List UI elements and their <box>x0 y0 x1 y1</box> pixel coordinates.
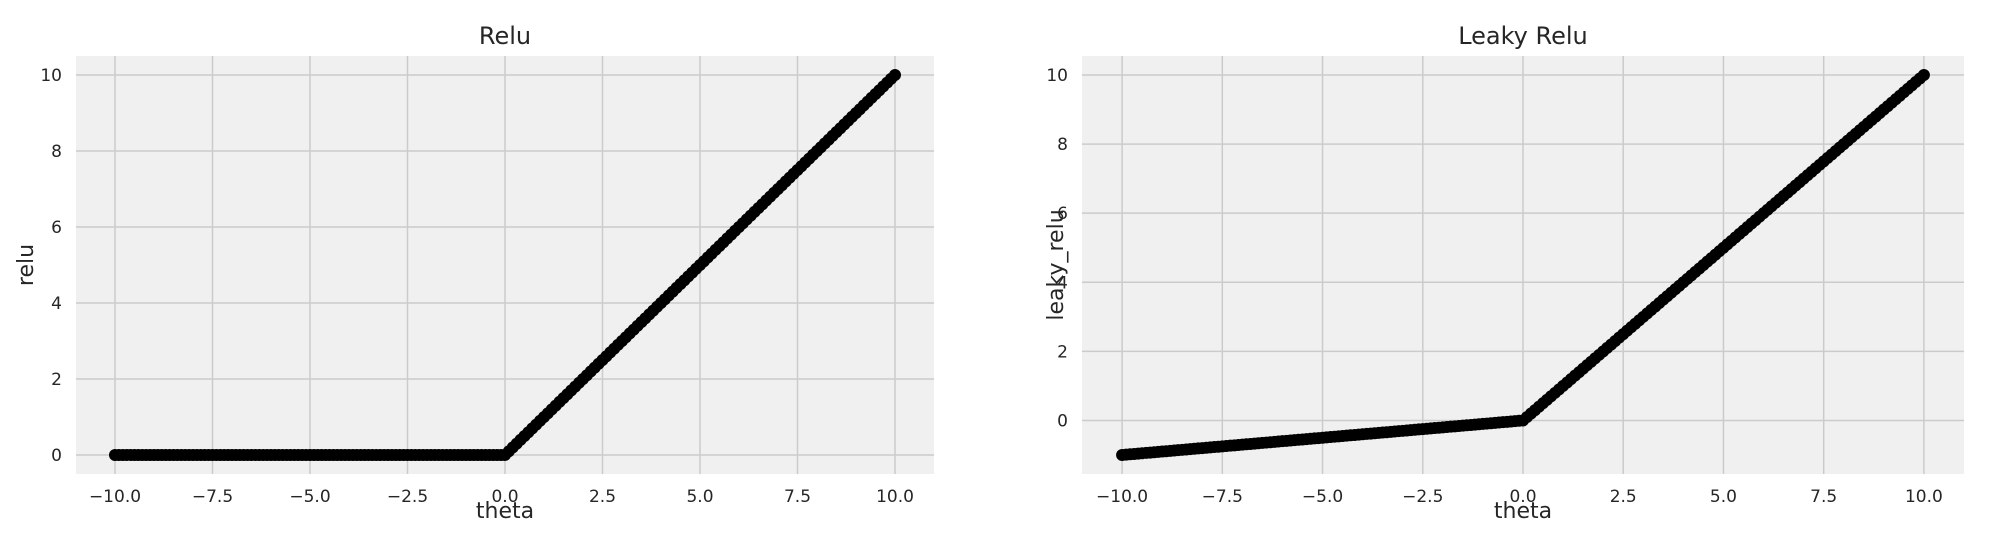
y-tick-labels: 0 2 4 6 8 10 <box>1046 66 1068 431</box>
x-tick-label: 2.5 <box>589 487 616 507</box>
x-tick-label: −10.0 <box>89 487 141 507</box>
x-tick-label: 2.5 <box>1610 487 1637 507</box>
y-tick-label: 6 <box>51 218 62 238</box>
chart-title: Leaky Relu <box>1458 22 1588 50</box>
x-tick-label: 5.0 <box>686 487 713 507</box>
data-point <box>1917 69 1930 81</box>
y-tick-label: 2 <box>1057 342 1068 362</box>
x-tick-label: −5.0 <box>289 487 330 507</box>
x-tick-label: 10.0 <box>1905 487 1943 507</box>
y-tick-label: 10 <box>1046 66 1068 86</box>
data-points <box>1116 69 1930 461</box>
x-tick-label: −5.0 <box>1302 487 1343 507</box>
grid-lines <box>1082 56 1964 474</box>
x-tick-label: 10.0 <box>876 487 914 507</box>
x-tick-label: −10.0 <box>1096 487 1148 507</box>
y-tick-label: 2 <box>51 370 62 390</box>
y-axis-label: leaky_relu <box>1044 209 1069 320</box>
y-tick-label: 8 <box>51 142 62 162</box>
y-tick-labels: 0 2 4 6 8 10 <box>40 66 62 466</box>
y-tick-label: 4 <box>1057 273 1068 293</box>
leaky-relu-chart: −10.0 −7.5 −5.0 −2.5 0.0 2.5 5.0 7.5 10.0 0 2 4 6 8 1… <box>1044 22 1964 524</box>
relu-chart: −10.0 −7.5 −5.0 −2.5 0.0 2.5 5.0 7.5 10.0 0 2 4 6 8 1… <box>14 22 934 524</box>
chart-title: Relu <box>479 22 531 50</box>
x-axis-label: theta <box>476 499 534 524</box>
x-tick-label: −7.5 <box>1202 487 1243 507</box>
data-point <box>889 69 901 81</box>
x-axis-label: theta <box>1494 499 1552 524</box>
y-axis-label: relu <box>14 244 39 286</box>
y-tick-label: 0 <box>51 446 62 466</box>
x-tick-label: 0.0 <box>491 487 518 507</box>
y-tick-label: 0 <box>1057 411 1068 431</box>
y-tick-label: 10 <box>40 66 62 86</box>
x-tick-label: 0.0 <box>1509 487 1536 507</box>
y-tick-label: 6 <box>1057 204 1068 224</box>
data-points <box>109 69 901 461</box>
x-tick-label: −2.5 <box>387 487 428 507</box>
x-tick-label: −7.5 <box>192 487 233 507</box>
y-tick-label: 8 <box>1057 135 1068 155</box>
x-tick-label: 7.5 <box>784 487 811 507</box>
y-tick-label: 4 <box>51 294 62 314</box>
x-tick-label: 7.5 <box>1810 487 1837 507</box>
x-tick-labels: −10.0 −7.5 −5.0 −2.5 0.0 2.5 5.0 7.5 10.0 <box>89 487 914 507</box>
x-tick-label: −2.5 <box>1402 487 1443 507</box>
x-tick-labels: −10.0 −7.5 −5.0 −2.5 0.0 2.5 5.0 7.5 10.0 <box>1096 487 1943 507</box>
x-tick-label: 5.0 <box>1710 487 1737 507</box>
